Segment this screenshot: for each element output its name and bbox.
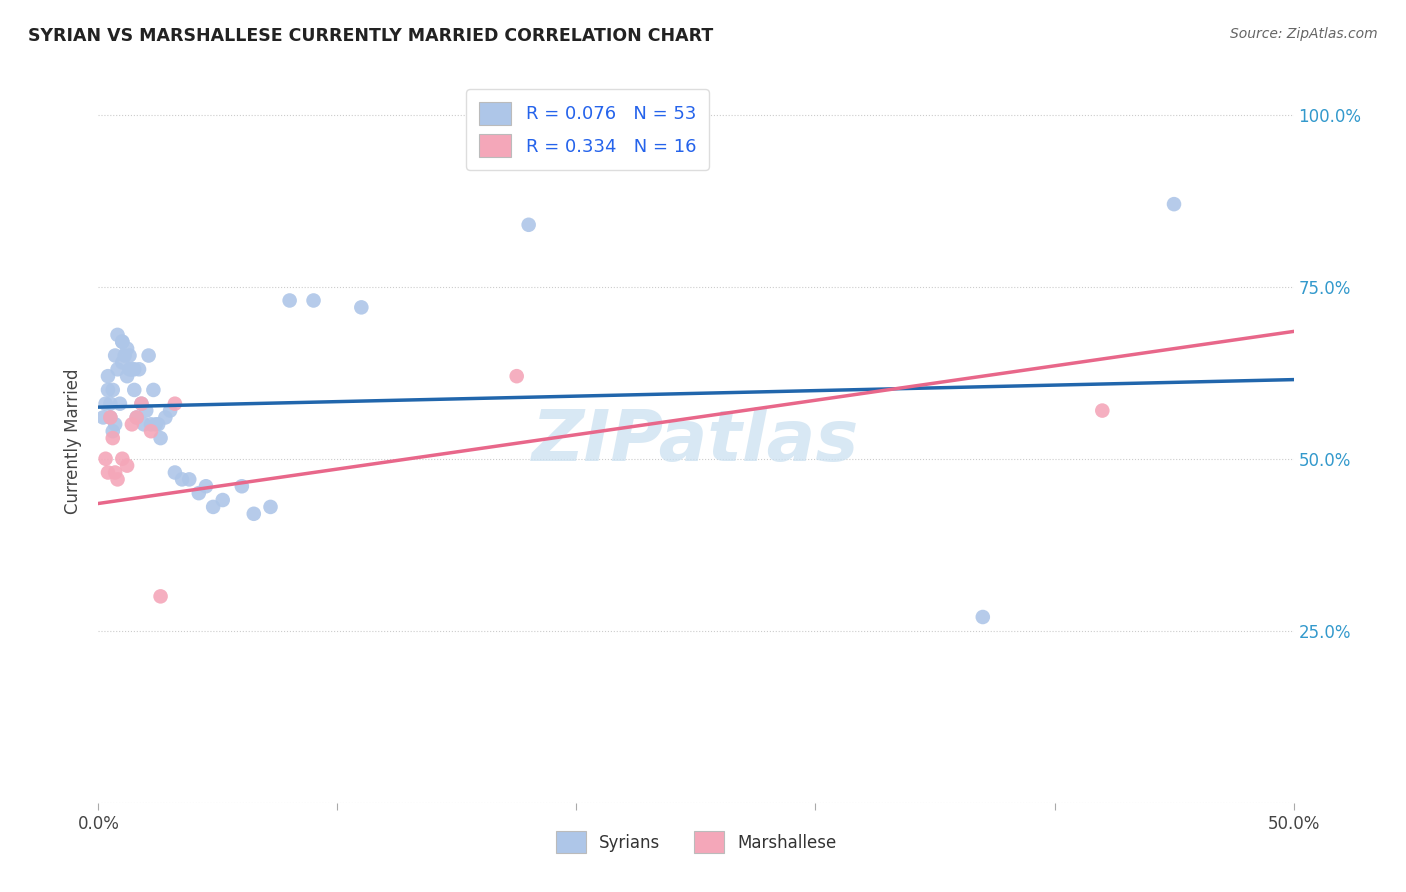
Point: [506, 369, 529, 384]
Point: [94, 451, 117, 466]
Point: [128, 362, 150, 376]
Point: [124, 383, 146, 397]
Point: [195, 479, 218, 493]
Point: [97, 383, 120, 397]
Point: [98, 410, 122, 425]
Point: [149, 590, 172, 604]
Point: [139, 424, 162, 438]
Point: [148, 417, 170, 432]
Point: [163, 397, 186, 411]
Point: [135, 403, 157, 417]
Point: [98, 410, 122, 425]
Point: [155, 410, 177, 425]
Point: [138, 349, 160, 363]
Point: [139, 417, 162, 432]
Point: [243, 507, 266, 521]
Point: [142, 383, 165, 397]
Text: SYRIAN VS MARSHALLESE CURRENTLY MARRIED CORRELATION CHART: SYRIAN VS MARSHALLESE CURRENTLY MARRIED …: [28, 27, 713, 45]
Point: [107, 327, 129, 342]
Point: [104, 349, 127, 363]
Point: [1163, 197, 1185, 211]
Point: [350, 301, 373, 315]
Point: [101, 424, 124, 438]
Point: [172, 472, 194, 486]
Point: [111, 451, 134, 466]
Y-axis label: Currently Married: Currently Married: [65, 368, 83, 515]
Point: [125, 410, 148, 425]
Point: [302, 293, 325, 308]
Point: [114, 349, 136, 363]
Point: [111, 334, 134, 349]
Point: [231, 479, 253, 493]
Point: [132, 417, 155, 432]
Point: [163, 466, 186, 480]
Point: [107, 472, 129, 486]
Point: [517, 218, 540, 232]
Point: [202, 500, 225, 514]
Point: [98, 397, 122, 411]
Text: Source: ZipAtlas.com: Source: ZipAtlas.com: [1230, 27, 1378, 41]
Point: [107, 362, 129, 376]
Point: [101, 431, 124, 445]
Point: [111, 334, 134, 349]
Point: [278, 293, 301, 308]
Point: [131, 397, 153, 411]
Point: [159, 403, 181, 417]
Point: [121, 417, 143, 432]
Text: ZIPatlas: ZIPatlas: [533, 407, 859, 476]
Legend: Syrians, Marshallese: Syrians, Marshallese: [550, 825, 842, 860]
Point: [104, 466, 127, 480]
Point: [124, 362, 146, 376]
Point: [149, 431, 172, 445]
Point: [94, 397, 117, 411]
Point: [101, 383, 124, 397]
Point: [131, 397, 153, 411]
Point: [259, 500, 281, 514]
Point: [211, 493, 233, 508]
Point: [97, 466, 120, 480]
Point: [187, 486, 209, 500]
Point: [115, 458, 138, 473]
Point: [118, 349, 141, 363]
Point: [125, 410, 148, 425]
Point: [118, 362, 141, 376]
Point: [115, 342, 138, 356]
Point: [145, 417, 167, 432]
Point: [91, 410, 114, 425]
Point: [97, 369, 120, 384]
Point: [104, 417, 127, 432]
Point: [108, 397, 131, 411]
Point: [972, 610, 994, 624]
Point: [179, 472, 201, 486]
Point: [111, 355, 134, 369]
Point: [1091, 403, 1114, 417]
Point: [121, 362, 143, 376]
Point: [115, 369, 138, 384]
